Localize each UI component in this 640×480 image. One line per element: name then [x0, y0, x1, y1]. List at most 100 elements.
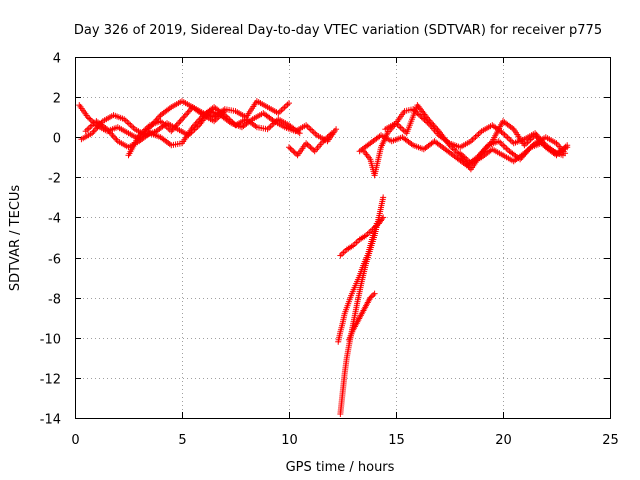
trace-point	[124, 119, 131, 126]
trace-point	[472, 133, 479, 140]
trace-point	[290, 148, 297, 155]
trace-point	[370, 291, 377, 298]
trace-point	[304, 141, 311, 148]
trace-point	[177, 117, 184, 124]
data-point	[333, 126, 340, 133]
trace-point	[307, 126, 314, 133]
x-tick-label: 20	[495, 433, 512, 448]
trace-point	[501, 143, 508, 150]
trace-point	[281, 104, 288, 111]
trace-point	[500, 142, 507, 149]
data-point	[179, 116, 185, 123]
trace-point	[470, 135, 477, 142]
series-trace-i	[345, 290, 378, 343]
data-point	[168, 128, 175, 135]
trace-point	[305, 142, 312, 149]
y-axis-label: SDTVAR / TECUs	[8, 185, 23, 292]
y-tick-label: -4	[48, 212, 61, 227]
data-point	[371, 290, 378, 297]
y-tick-label: -12	[40, 373, 61, 388]
trace-point	[327, 131, 334, 138]
trace-point	[87, 116, 94, 123]
data-point	[320, 138, 327, 145]
trace-point	[125, 120, 132, 127]
data-point	[286, 100, 292, 107]
data-point	[564, 142, 571, 149]
trace-point	[400, 127, 407, 134]
trace-point	[284, 101, 291, 108]
trace-point	[180, 114, 187, 121]
data-point	[286, 144, 292, 151]
trace-point	[287, 145, 294, 152]
trace-point	[504, 134, 511, 141]
trace-point	[288, 146, 295, 153]
data-point	[84, 114, 91, 121]
trace-point	[309, 127, 316, 134]
x-tick-label: 0	[71, 433, 79, 448]
x-tick-label: 10	[281, 433, 298, 448]
series-trace-m	[457, 134, 569, 167]
trace-point	[127, 121, 134, 128]
chart-title: Day 326 of 2019, Sidereal Day-to-day VTE…	[74, 23, 602, 38]
trace-point	[154, 115, 161, 122]
trace-point	[399, 125, 406, 132]
trace-point	[368, 293, 375, 300]
trace-point	[156, 113, 163, 120]
data-point	[328, 130, 335, 137]
trace-point	[325, 132, 332, 139]
plot-frame	[75, 57, 611, 419]
trace-point	[176, 119, 183, 126]
data-point	[82, 128, 89, 135]
series-trace-c	[82, 104, 303, 151]
x-axis-label: GPS time / hours	[286, 460, 395, 475]
trace-point	[85, 125, 92, 132]
trace-point	[503, 145, 510, 152]
x-tick-label: 25	[602, 433, 619, 448]
trace-point	[184, 110, 191, 117]
data-point	[380, 194, 387, 201]
data-point	[367, 294, 374, 301]
trace-point	[267, 123, 274, 130]
trace-point	[110, 133, 117, 140]
trace-point	[324, 134, 331, 141]
trace-point	[112, 135, 119, 142]
series-trace-d	[125, 104, 228, 159]
trace-point	[181, 113, 188, 120]
trace-point	[185, 108, 192, 115]
data-point	[418, 114, 425, 121]
trace-point	[321, 136, 328, 143]
y-tick-label: 2	[53, 92, 61, 107]
x-tick-label: 15	[388, 433, 405, 448]
trace-point	[304, 123, 311, 130]
trace-point	[282, 102, 289, 109]
trace-point	[415, 111, 422, 118]
data-point	[303, 140, 310, 147]
data-point	[562, 150, 569, 157]
series-trace-h	[337, 214, 387, 259]
data-point	[221, 108, 228, 115]
y-tick-label: -8	[48, 293, 61, 308]
trace-point	[279, 105, 286, 112]
y-tick-label: -10	[40, 333, 61, 348]
trace-point	[86, 115, 93, 122]
trace-point	[497, 139, 504, 146]
trace-point	[84, 126, 91, 133]
trace-point	[323, 135, 330, 142]
series-trace-e	[286, 130, 335, 159]
x-tick-label: 5	[178, 433, 186, 448]
trace-point	[183, 111, 190, 118]
trace-point	[417, 112, 424, 119]
trace-point	[291, 149, 298, 156]
points-layer	[76, 98, 571, 417]
trace-point	[87, 123, 94, 130]
trace-point	[308, 145, 315, 152]
trace-point	[506, 135, 513, 142]
y-tick-label: -2	[48, 172, 61, 187]
trace-point	[307, 144, 314, 151]
trace-point	[128, 123, 135, 130]
grid-layer	[75, 57, 610, 418]
trace-point	[475, 131, 482, 138]
data-point	[380, 214, 387, 221]
trace-point	[109, 132, 116, 139]
